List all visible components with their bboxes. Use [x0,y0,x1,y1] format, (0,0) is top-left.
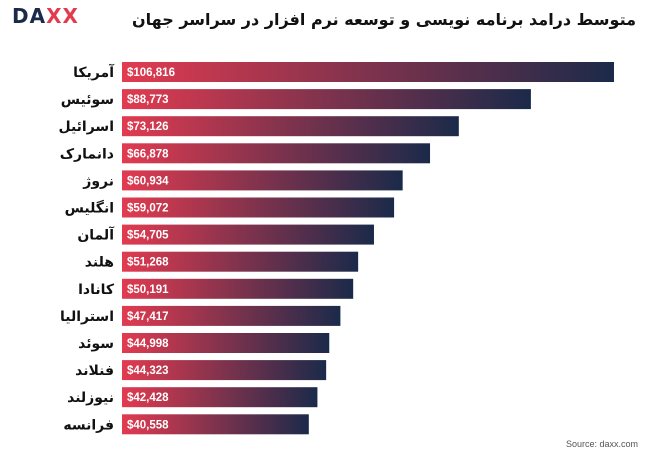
bar-value-label: $40,558 [127,419,169,431]
bar-value-label: $88,773 [127,94,169,106]
chart-title: متوسط درامد برنامه نویسی و توسعه نرم افز… [132,10,636,29]
bar-10 [122,305,341,326]
bar-11 [122,333,330,353]
bar-13 [122,387,318,408]
category-label: انگلیس [65,200,114,217]
bar-1 [122,62,614,82]
category-label: استرالیا [60,309,114,325]
bar-6 [122,197,395,218]
bar-4 [122,143,431,164]
source-note: Source: daxx.com [565,439,638,449]
category-label: نروژ [82,173,114,189]
bar-value-label: $44,323 [127,365,169,377]
category-label: فرانسه [63,417,114,433]
bar-value-label: $51,268 [127,257,169,269]
bar-value-label: $59,072 [127,203,169,215]
category-label: آلمان [77,226,115,244]
bar-8 [122,251,359,272]
category-label: هلند [85,255,114,271]
bar-value-label: $47,417 [127,311,169,323]
bar-value-label: $50,191 [127,284,169,296]
category-label: آمریکا [73,63,115,81]
category-label: سوئد [78,336,114,352]
bar-value-label: $54,705 [127,230,169,242]
category-label: فنلاند [75,363,114,379]
category-label: سوئیس [61,92,114,108]
bar-3 [122,116,459,137]
bar-value-label: $44,998 [127,338,169,350]
bar-value-label: $73,126 [127,121,169,133]
bar-2 [122,89,531,110]
category-label: نیوزلند [67,390,114,406]
category-label: دانمارک [60,146,114,162]
bar-value-label: $60,934 [127,175,169,187]
daxx-logo: DAXX [12,4,79,28]
category-label: اسرائیل [58,119,114,135]
bar-7 [122,224,374,245]
logo-text: DA [12,4,47,28]
bar-9 [122,278,354,299]
bar-value-label: $42,428 [127,392,169,404]
bar-12 [122,360,327,381]
bar-5 [122,170,403,191]
bar-14 [122,414,309,435]
category-label: کانادا [78,282,115,298]
logo-accent-text: XX [46,4,79,28]
bar-value-label: $66,878 [127,148,169,160]
bar-value-label: $106,816 [127,67,175,79]
